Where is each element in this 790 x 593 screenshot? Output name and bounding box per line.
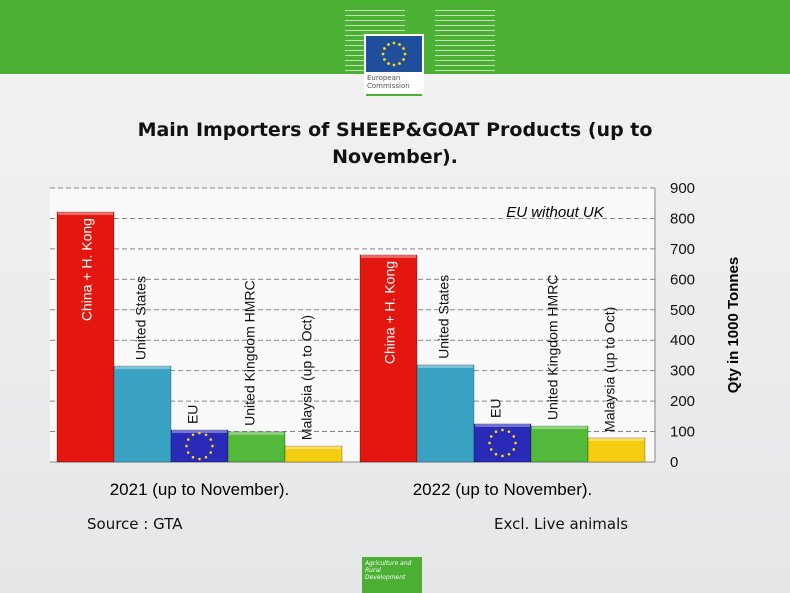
bar <box>227 431 286 463</box>
bar-label: Malaysia (up to Oct) <box>602 307 618 432</box>
y-tick-label: 100 <box>670 424 695 441</box>
bar-highlight <box>418 364 473 368</box>
bar-highlight <box>532 426 587 430</box>
bar-label: EU <box>185 405 201 424</box>
eu-star <box>494 430 498 434</box>
bar-label: EU <box>488 398 504 417</box>
bar-highlight <box>589 437 644 441</box>
bar-label: United States <box>133 276 149 360</box>
eu-star <box>512 448 516 451</box>
bar-label: United Kingdom HMRC <box>545 275 561 421</box>
eu-star <box>204 455 208 459</box>
eu-star <box>489 448 493 451</box>
eu-star <box>209 451 213 454</box>
eu-star <box>501 428 504 432</box>
bar-label: United Kingdom HMRC <box>242 280 258 426</box>
exclusion-note: Excl. Live animals <box>494 515 629 533</box>
bar-label: China + H. Kong <box>79 218 95 321</box>
bar <box>587 437 646 463</box>
bar-label: China + H. Kong <box>382 261 398 364</box>
y-tick-label: 700 <box>670 241 695 258</box>
source-note: Source : GTA <box>87 515 183 533</box>
y-tick-label: 0 <box>670 454 678 471</box>
eu-star <box>204 433 208 437</box>
eu-star <box>489 435 493 438</box>
bar-label: Malaysia (up to Oct) <box>299 315 315 440</box>
eu-star <box>488 441 491 445</box>
eu-star <box>507 452 511 456</box>
eu-star <box>191 455 195 459</box>
bar-highlight <box>286 446 341 450</box>
european-commission-logo: European Commission <box>364 34 424 96</box>
y-tick-label: 600 <box>670 271 695 288</box>
y-axis-label: Qty in 1000 Tonnes <box>725 257 742 393</box>
eu-star <box>185 444 188 448</box>
bar <box>416 364 475 463</box>
eu-star <box>209 438 213 441</box>
bar <box>284 445 343 463</box>
eu-star <box>191 433 195 437</box>
y-tick-label: 400 <box>670 332 695 349</box>
eu-star <box>514 441 517 445</box>
bar-highlight <box>172 430 227 434</box>
annotation: EU without UK <box>506 204 605 221</box>
eu-star <box>211 444 214 448</box>
y-tick-label: 500 <box>670 302 695 319</box>
x-category-label: 2021 (up to November). <box>110 480 290 499</box>
eu-star <box>494 452 498 456</box>
bar <box>113 365 172 463</box>
chart-title: Main Importers of SHEEP&GOAT Products (u… <box>137 119 653 168</box>
bar <box>530 425 589 463</box>
x-category-label: 2022 (up to November). <box>413 480 593 499</box>
bar-label: United States <box>436 275 452 359</box>
y-tick-label: 200 <box>670 393 695 410</box>
bar-highlight <box>475 423 530 427</box>
y-tick-label: 800 <box>670 210 695 227</box>
bar-highlight <box>229 431 284 435</box>
bar <box>56 211 115 463</box>
eu-star <box>186 451 190 454</box>
bar-highlight <box>58 212 113 216</box>
eu-star <box>507 430 511 434</box>
dg-agri-badge: Agriculture and Rural Development <box>362 557 422 593</box>
eu-star <box>512 435 516 438</box>
logo-text: European Commission <box>367 74 410 90</box>
y-tick-label: 300 <box>670 363 695 380</box>
bar-highlight <box>361 254 416 258</box>
eu-flag-icon <box>366 36 422 72</box>
eu-star <box>501 454 504 458</box>
eu-star <box>198 457 201 461</box>
bar-highlight <box>115 366 170 370</box>
eu-star <box>186 438 190 441</box>
y-tick-label: 900 <box>670 180 695 197</box>
bar <box>359 254 418 463</box>
building-graphic <box>435 10 495 74</box>
eu-star <box>198 431 201 435</box>
bar <box>170 429 229 463</box>
